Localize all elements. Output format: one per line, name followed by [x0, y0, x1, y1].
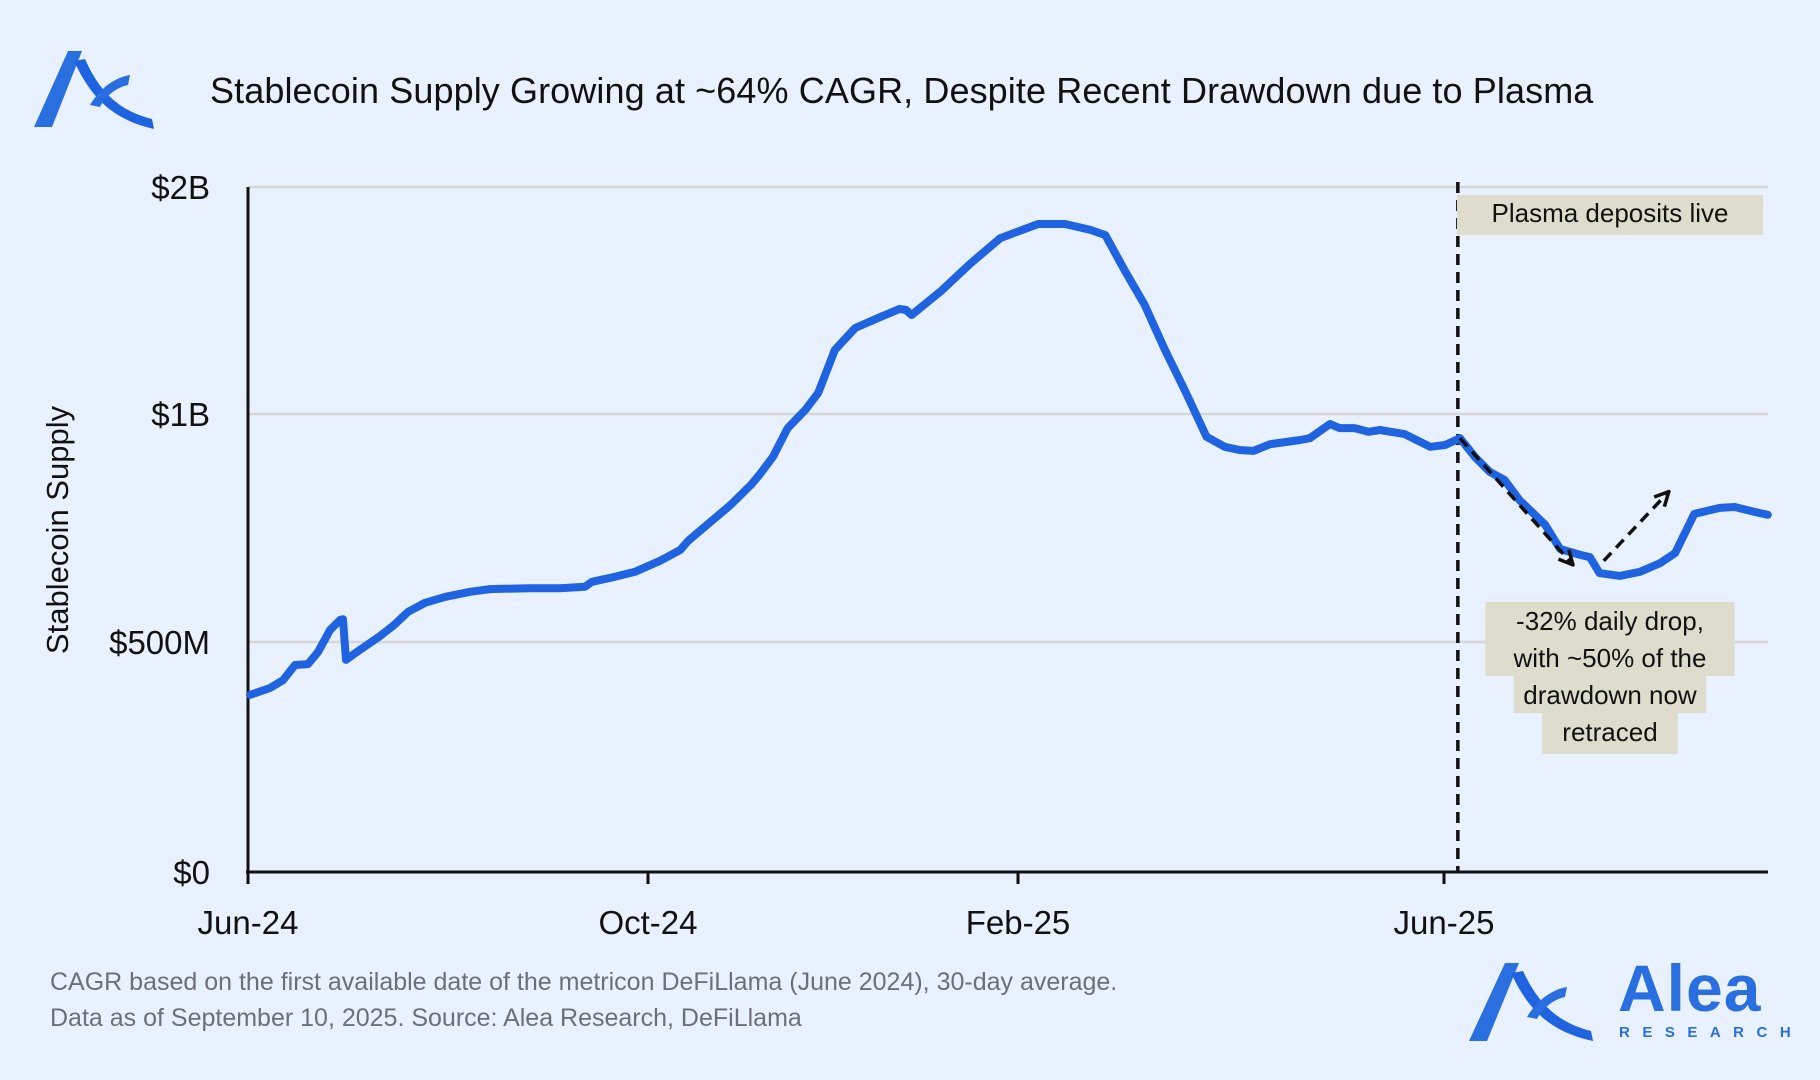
x-tick-label: Feb-25 — [966, 904, 1071, 941]
y-axis-label: Stablecoin Supply — [40, 405, 75, 654]
annotation-arrow — [1602, 493, 1668, 563]
annotation-text: Plasma deposits live — [1492, 198, 1729, 228]
annotation-text: -32% daily drop, — [1516, 606, 1704, 636]
annotation-label: -32% daily drop, with ~50% of the drawdown… — [1485, 602, 1735, 754]
annotation-bg — [1485, 639, 1735, 676]
annotation-bg — [1513, 676, 1707, 713]
x-tick-label: Jun-25 — [1394, 904, 1495, 941]
alea-logo-icon — [34, 51, 154, 129]
series-line-stablecoin-supply — [246, 220, 1772, 699]
brand-name: Alea — [1618, 951, 1762, 1025]
annotation-text: with ~50% of the — [1513, 643, 1707, 673]
footnote-line-2: Data as of September 10, 2025. Source: A… — [50, 1004, 802, 1032]
annotation-label: Plasma deposits live — [1457, 195, 1763, 235]
annotation-arrow — [1458, 437, 1572, 563]
y-tick-label: $500M — [109, 624, 210, 661]
y-tick-label: $0 — [173, 854, 210, 891]
chart-title: Stablecoin Supply Growing at ~64% CAGR, … — [210, 70, 1594, 111]
annotation-bg — [1542, 713, 1678, 754]
brand-subtitle: RESEARCH — [1619, 1024, 1804, 1041]
x-tick-label: Oct-24 — [598, 904, 697, 941]
alea-brand-logo-icon — [1469, 963, 1593, 1041]
y-tick-label: $2B — [151, 169, 210, 206]
footnote: CAGR based on the first available date o… — [50, 964, 1117, 1036]
annotation-bg — [1485, 602, 1735, 639]
footnote-line-1: CAGR based on the first available date o… — [50, 968, 1118, 996]
x-tick-label: Jun-24 — [198, 904, 299, 941]
y-tick-label: $1B — [151, 396, 210, 433]
annotation-text: retraced — [1562, 717, 1657, 747]
annotation-bg — [1457, 195, 1763, 235]
annotation-text: drawdown now — [1523, 680, 1697, 710]
